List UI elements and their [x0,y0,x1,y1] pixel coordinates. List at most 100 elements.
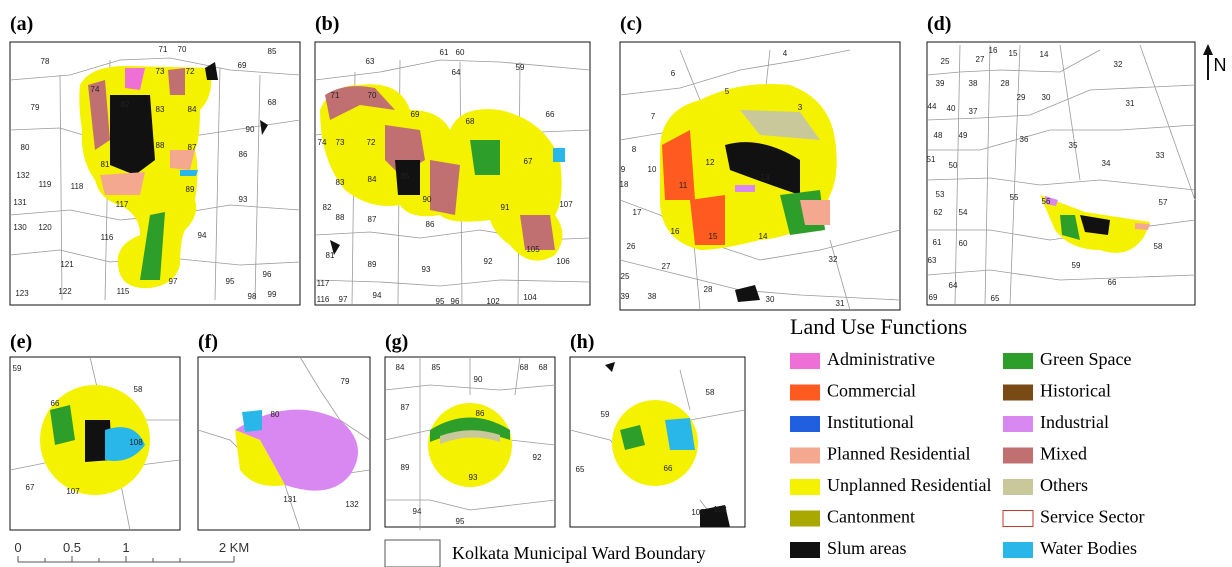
ward-number: 96 [451,297,460,306]
ward-number: 79 [31,103,40,112]
legend-swatch [1003,448,1033,464]
ward-number: 28 [1001,79,1010,88]
ward-number: 58 [134,385,143,394]
ward-number: 88 [336,213,345,222]
legend-label: Mixed [1040,444,1087,464]
ward-number: 18 [620,180,629,189]
legend-label: Green Space [1040,349,1131,369]
legend-swatch [790,448,820,464]
ward-number: 64 [949,281,958,290]
ward-number: 14 [1040,50,1049,59]
ward-number: 65 [991,294,1000,303]
ward-number: 94 [198,231,207,240]
legend-swatch [790,511,820,527]
ward-number: 70 [368,91,377,100]
panel-label: (a) [10,13,33,35]
ward-number: 40 [947,104,956,113]
ward-number: 73 [156,67,165,76]
ward-number: 13 [761,173,770,182]
legend-label: Planned Residential [827,444,970,464]
ward-number: 34 [1102,159,1111,168]
ward-number: 82 [121,100,130,109]
ward-number: 65 [576,465,585,474]
panel-label: (h) [570,331,594,353]
ward-number: 123 [15,289,29,298]
ward-number: 97 [339,295,348,304]
ward-number: 106 [556,257,570,266]
ward-number: 58 [1154,242,1163,251]
ward-number: 90 [423,195,432,204]
ward-number: 93 [469,473,478,482]
ward-number: 55 [1010,193,1019,202]
legend-label: Commercial [827,381,916,401]
ward-number: 35 [1069,141,1078,150]
ward-number: 15 [709,232,718,241]
ward-number: 59 [601,410,610,419]
figure: Kolkata Municipal Ward Boundary Land Use… [0,0,1232,567]
scale-label: 1 [122,540,129,555]
scale-label: 0 [14,540,21,555]
ward-number: 66 [664,464,673,473]
ward-number: 92 [533,453,542,462]
ward-number: 27 [976,55,985,64]
legend-swatch [1003,385,1033,401]
ward-number: 16 [671,227,680,236]
ward-number: 59 [13,364,22,373]
ward-number: 86 [239,150,248,159]
ward-number: 5 [725,87,730,96]
ward-number: 50 [949,161,958,170]
panel-label: (f) [198,331,218,353]
ward-number: 61 [933,238,942,247]
ward-number: 71 [331,91,340,100]
ward-number: 87 [368,215,377,224]
ward-number: 56 [1042,197,1051,206]
legend-label: Institutional [827,412,914,432]
ward-number: 74 [91,85,100,94]
ward-number: 90 [474,375,483,384]
ward-number: 38 [969,79,978,88]
ward-number: 95 [456,517,465,526]
ward-number: 14 [759,232,768,241]
ward-number: 59 [1072,261,1081,270]
ward-number: 15 [1009,49,1018,58]
ward-number: 85 [268,47,277,56]
legend-swatch [790,479,820,495]
ward-number: 49 [959,131,968,140]
ward-number: 81 [326,251,335,260]
ward-number: 66 [1108,278,1117,287]
ward-number: 28 [704,285,713,294]
ward-number: 97 [169,277,178,286]
ward-number: 116 [101,233,114,242]
ward-number: 38 [648,292,657,301]
ward-number: 12 [706,158,715,167]
ward-number: 7 [651,112,656,121]
legend-swatch [1003,542,1033,558]
panel-frame [927,42,1195,305]
scale-label: 2 KM [219,540,249,555]
ward-number: 3 [798,103,803,112]
ward-number: 69 [411,110,420,119]
legend-label: Unplanned Residential [827,475,991,495]
ward-number: 131 [13,198,27,207]
ward-number: 25 [621,272,630,281]
ward-number: 84 [368,175,377,184]
ward-number: 67 [524,157,533,166]
ward-number: 99 [268,290,277,299]
ward-number: 62 [934,208,943,217]
ward-number: 32 [829,255,838,264]
ward-number: 121 [60,260,74,269]
ward-number: 86 [476,409,485,418]
ward-number: 89 [368,260,377,269]
ward-number: 74 [318,138,327,147]
ward-number: 17 [633,208,642,217]
legend-label: Historical [1040,381,1111,401]
ward-number: 91 [501,203,510,212]
legend: AdministrativeCommercialInstitutionalPla… [790,349,1144,558]
ward-number: 85 [432,363,441,372]
ward-number: 132 [345,500,359,509]
ward-number: 54 [959,208,968,217]
ward-number: 71 [159,45,168,54]
ward-number: 70 [178,45,187,54]
ward-number: 116 [317,295,330,304]
ward-number: 60 [456,48,465,57]
